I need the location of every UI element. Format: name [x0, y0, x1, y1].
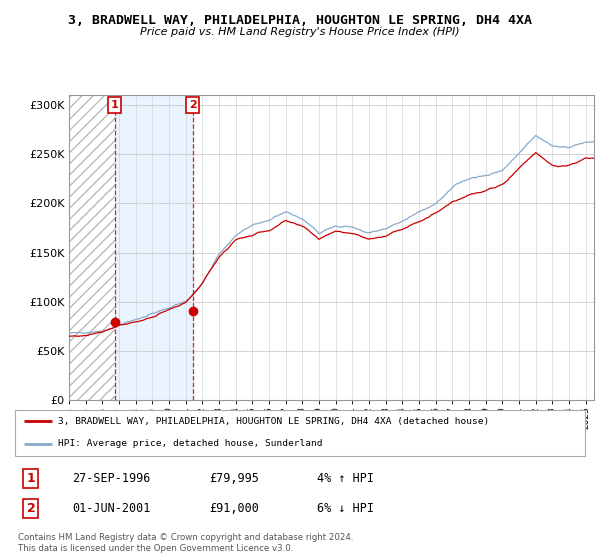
Text: 2: 2 [26, 502, 35, 515]
Text: HPI: Average price, detached house, Sunderland: HPI: Average price, detached house, Sund… [58, 439, 322, 448]
Text: 6% ↓ HPI: 6% ↓ HPI [317, 502, 374, 515]
Text: 2: 2 [189, 100, 197, 110]
Text: 1: 1 [111, 100, 119, 110]
Text: 3, BRADWELL WAY, PHILADELPHIA, HOUGHTON LE SPRING, DH4 4XA (detached house): 3, BRADWELL WAY, PHILADELPHIA, HOUGHTON … [58, 417, 489, 426]
Text: 3, BRADWELL WAY, PHILADELPHIA, HOUGHTON LE SPRING, DH4 4XA: 3, BRADWELL WAY, PHILADELPHIA, HOUGHTON … [68, 14, 532, 27]
Text: 27-SEP-1996: 27-SEP-1996 [72, 472, 151, 486]
Text: Contains HM Land Registry data © Crown copyright and database right 2024.
This d: Contains HM Land Registry data © Crown c… [18, 533, 353, 553]
Text: £79,995: £79,995 [209, 472, 259, 486]
FancyBboxPatch shape [15, 410, 585, 456]
Bar [69, 95, 115, 400]
Text: £91,000: £91,000 [209, 502, 259, 515]
Text: 4% ↑ HPI: 4% ↑ HPI [317, 472, 374, 486]
Text: 1: 1 [26, 472, 35, 486]
Text: Price paid vs. HM Land Registry's House Price Index (HPI): Price paid vs. HM Land Registry's House … [140, 27, 460, 37]
Text: 01-JUN-2001: 01-JUN-2001 [72, 502, 151, 515]
